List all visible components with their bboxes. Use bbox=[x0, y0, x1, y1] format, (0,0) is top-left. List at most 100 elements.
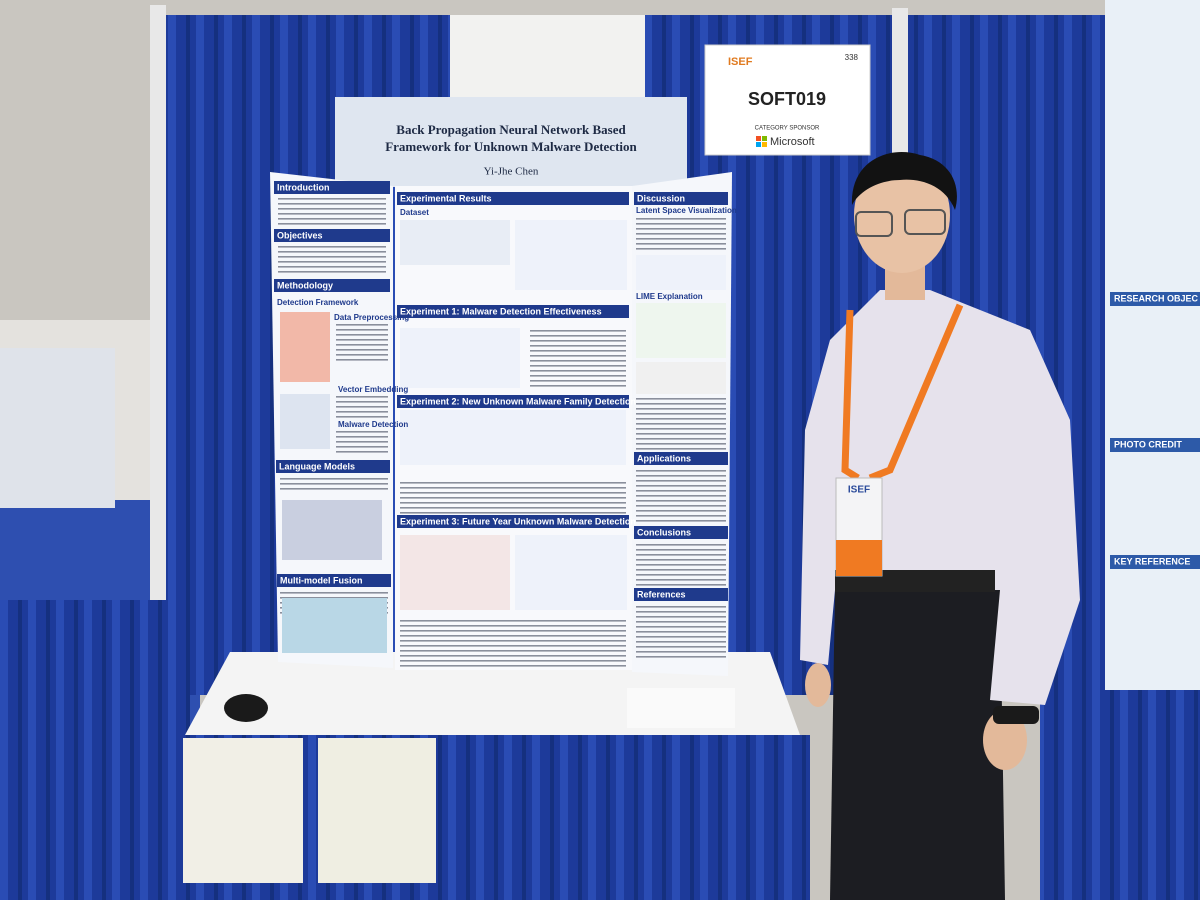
text-line bbox=[280, 483, 388, 485]
text-line bbox=[636, 495, 726, 497]
text-line bbox=[400, 630, 626, 632]
header-bar bbox=[397, 395, 629, 408]
side-header-bar bbox=[1110, 292, 1200, 306]
shirt bbox=[800, 290, 1080, 705]
section-header: Experiment 2: New Unknown Malware Family… bbox=[400, 396, 636, 406]
badge-band bbox=[836, 540, 882, 576]
side-skirt bbox=[0, 600, 190, 900]
pole bbox=[150, 5, 166, 605]
text-line bbox=[336, 349, 388, 351]
text-line bbox=[636, 544, 726, 546]
figure bbox=[515, 535, 627, 610]
text-line bbox=[336, 446, 388, 448]
sub-header: Detection Framework bbox=[277, 298, 359, 307]
header-bar bbox=[397, 192, 629, 205]
text-line bbox=[336, 396, 388, 398]
section-header: Experimental Results bbox=[400, 193, 492, 203]
text-line bbox=[530, 370, 626, 372]
glasses bbox=[855, 211, 893, 237]
figure bbox=[400, 535, 510, 610]
text-line bbox=[636, 433, 726, 435]
text-line bbox=[280, 478, 388, 480]
text-line bbox=[400, 620, 626, 622]
section-header: Applications bbox=[637, 453, 691, 463]
section-header: References bbox=[637, 589, 686, 599]
project-code: SOFT019 bbox=[748, 89, 826, 109]
text-line bbox=[530, 350, 626, 352]
ms-logo bbox=[756, 136, 761, 141]
text-line bbox=[636, 646, 726, 648]
header-bar bbox=[634, 192, 728, 205]
text-line bbox=[336, 406, 388, 408]
text-line bbox=[336, 436, 388, 438]
title-card bbox=[335, 97, 687, 187]
text-line bbox=[636, 616, 726, 618]
text-line bbox=[636, 470, 726, 472]
text-line bbox=[636, 418, 726, 420]
text-line bbox=[636, 584, 726, 586]
text-line bbox=[636, 485, 726, 487]
text-line bbox=[530, 385, 626, 387]
text-line bbox=[400, 492, 626, 494]
text-line bbox=[336, 354, 388, 356]
text-line bbox=[636, 398, 726, 400]
text-line bbox=[636, 631, 726, 633]
text-line bbox=[636, 490, 726, 492]
header-bar bbox=[274, 229, 390, 242]
figure bbox=[280, 394, 330, 449]
section-header: Objectives bbox=[277, 230, 323, 240]
text-line bbox=[530, 375, 626, 377]
text-line bbox=[278, 203, 386, 205]
header-bar bbox=[276, 460, 390, 473]
text-line bbox=[636, 554, 726, 556]
side-header: RESEARCH OBJEC bbox=[1114, 293, 1199, 303]
text-line bbox=[636, 475, 726, 477]
text-line bbox=[636, 515, 726, 517]
sponsor-label: CATEGORY SPONSOR bbox=[755, 126, 820, 132]
side-header-bar bbox=[1110, 438, 1200, 452]
figure bbox=[636, 362, 726, 394]
text-line bbox=[636, 564, 726, 566]
sign-logo: ISEF bbox=[728, 56, 753, 68]
text-line bbox=[636, 500, 726, 502]
text-line bbox=[636, 448, 726, 450]
text-line bbox=[530, 330, 626, 332]
figure bbox=[515, 220, 627, 290]
text-line bbox=[530, 360, 626, 362]
header-bar bbox=[634, 452, 728, 465]
text-line bbox=[636, 505, 726, 507]
face bbox=[854, 157, 950, 273]
text-line bbox=[636, 636, 726, 638]
mouse bbox=[224, 694, 268, 722]
text-line bbox=[636, 243, 726, 245]
text-line bbox=[400, 487, 626, 489]
header-bar bbox=[634, 526, 728, 539]
text-line bbox=[636, 520, 726, 522]
text-line bbox=[280, 597, 388, 599]
watch bbox=[993, 706, 1039, 724]
text-line bbox=[636, 233, 726, 235]
side-skirt bbox=[1040, 680, 1200, 900]
text-line bbox=[400, 482, 626, 484]
notebook bbox=[627, 688, 735, 728]
sub-header: Dataset bbox=[400, 208, 429, 217]
text-line bbox=[336, 334, 388, 336]
text-line bbox=[336, 339, 388, 341]
text-line bbox=[278, 261, 386, 263]
text-line bbox=[400, 655, 626, 657]
text-line bbox=[530, 340, 626, 342]
header-bar bbox=[397, 515, 629, 528]
section-header: Conclusions bbox=[637, 527, 691, 537]
text-line bbox=[336, 416, 388, 418]
text-line bbox=[636, 223, 726, 225]
text-line bbox=[278, 256, 386, 258]
text-line bbox=[636, 626, 726, 628]
text-line bbox=[636, 413, 726, 415]
header-bar bbox=[274, 279, 390, 292]
poster-author: Yi-Jhe Chen bbox=[484, 166, 539, 178]
text-line bbox=[636, 574, 726, 576]
text-line bbox=[530, 335, 626, 337]
hand bbox=[983, 710, 1027, 770]
text-line bbox=[636, 218, 726, 220]
text-line bbox=[530, 345, 626, 347]
